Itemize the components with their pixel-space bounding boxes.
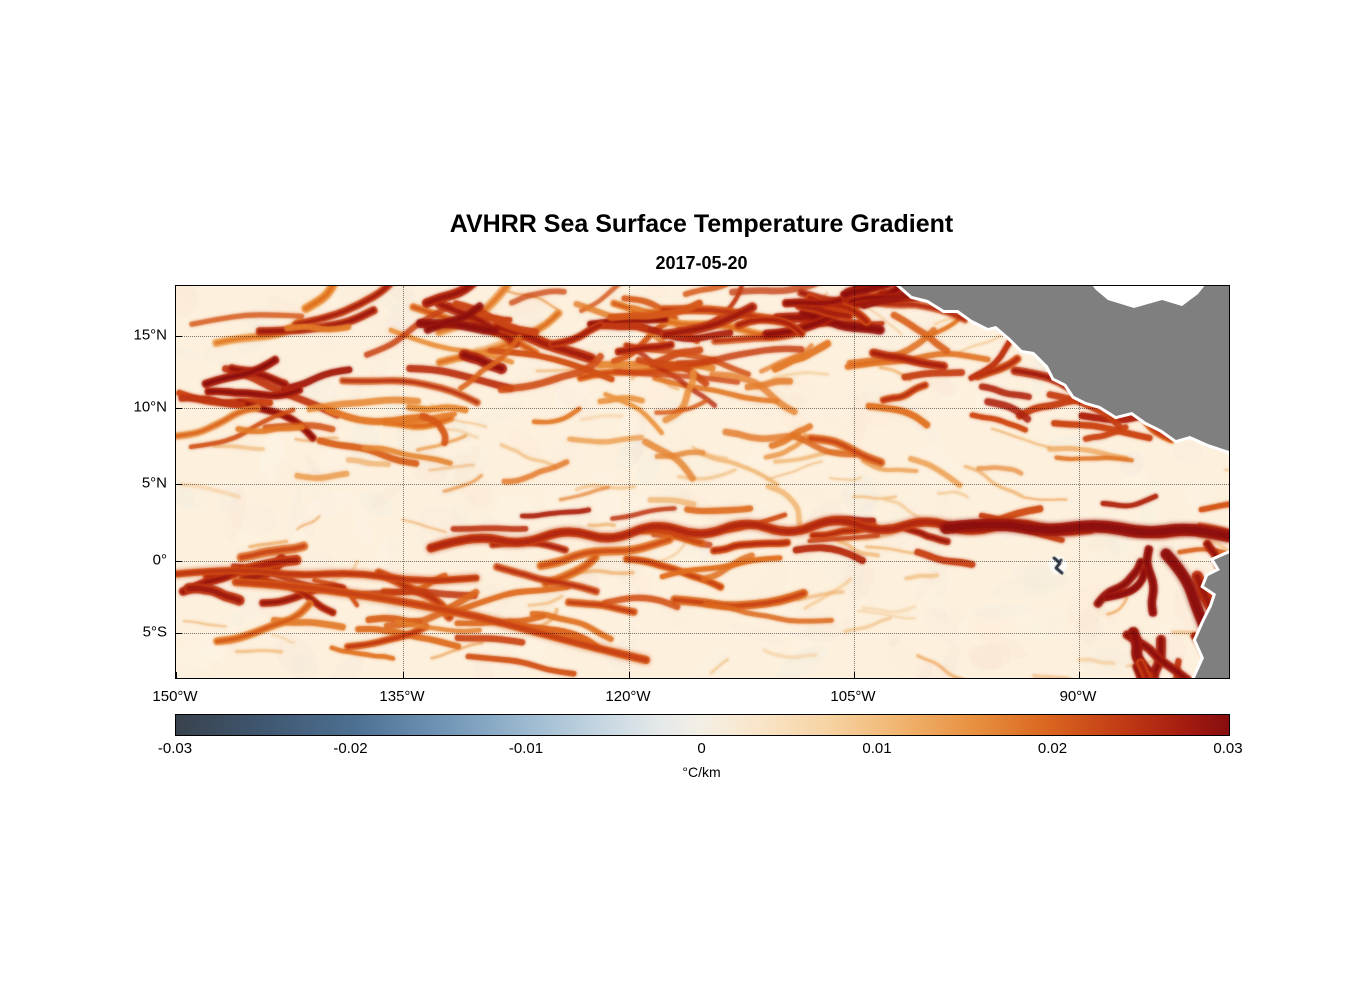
grid-line-equator xyxy=(176,561,1229,562)
caribbean-gap xyxy=(1092,286,1205,308)
colorbar-tick-label-3: 0 xyxy=(697,740,706,757)
grid-line-lat-10n xyxy=(176,408,1229,409)
colorbar-tick-label-5: 0.02 xyxy=(1037,740,1068,757)
lat-tick-label-5s: 5°S xyxy=(142,623,167,641)
grid-line-lon-120w xyxy=(629,286,630,678)
grid-line-lat-5n xyxy=(176,484,1229,485)
lon-tick-label-105w: 105°W xyxy=(830,688,876,705)
colorbar-gradient xyxy=(175,714,1230,736)
colorbar-tick-label-1: -0.02 xyxy=(333,740,368,757)
central-america-land xyxy=(896,286,1229,455)
axis-tick-x-120w xyxy=(629,672,630,678)
figure-title: AVHRR Sea Surface Temperature Gradient xyxy=(449,210,954,238)
axis-tick-y-5s xyxy=(176,633,182,634)
colorbar-tick-label-6: 0.03 xyxy=(1213,740,1243,757)
map-plot xyxy=(175,285,1230,679)
figure-date: 2017-05-20 xyxy=(655,253,748,273)
grid-line-lat-5s xyxy=(176,633,1229,634)
axis-tick-y-10n xyxy=(176,408,182,409)
colorbar-units-label: °C/km xyxy=(682,764,721,780)
axis-tick-y-0 xyxy=(176,561,182,562)
grid-line-lon-90w xyxy=(1079,286,1080,678)
colorbar-tick-label-4: 0.01 xyxy=(862,740,892,757)
axis-tick-x-90w xyxy=(1079,672,1080,678)
grid-line-lon-105w xyxy=(854,286,855,678)
lon-tick-label-90w: 90°W xyxy=(1059,688,1097,705)
axis-tick-x-150w xyxy=(176,672,177,678)
axis-tick-y-5n xyxy=(176,484,182,485)
lat-tick-label-15n: 15°N xyxy=(133,326,167,344)
grid-line-lat-15n xyxy=(176,336,1229,337)
axis-tick-x-105w xyxy=(854,672,855,678)
lon-tick-label-150w: 150°W xyxy=(152,688,198,705)
land-overlay xyxy=(896,286,1229,678)
lon-tick-label-120w: 120°W xyxy=(605,688,651,705)
grid-line-lon-135w xyxy=(403,286,404,678)
colorbar-tick-label-0: -0.03 xyxy=(157,740,193,757)
lat-tick-label-10n: 10°N xyxy=(133,398,167,416)
lon-tick-label-135w: 135°W xyxy=(379,688,425,705)
south-america-land xyxy=(1191,550,1229,678)
lat-tick-label-0: 0° xyxy=(152,551,167,569)
axis-tick-x-135w xyxy=(403,672,404,678)
lat-tick-label-5n: 5°N xyxy=(141,474,167,492)
colorbar-tick-label-2: -0.01 xyxy=(508,740,544,757)
axis-tick-y-15n xyxy=(176,336,182,337)
